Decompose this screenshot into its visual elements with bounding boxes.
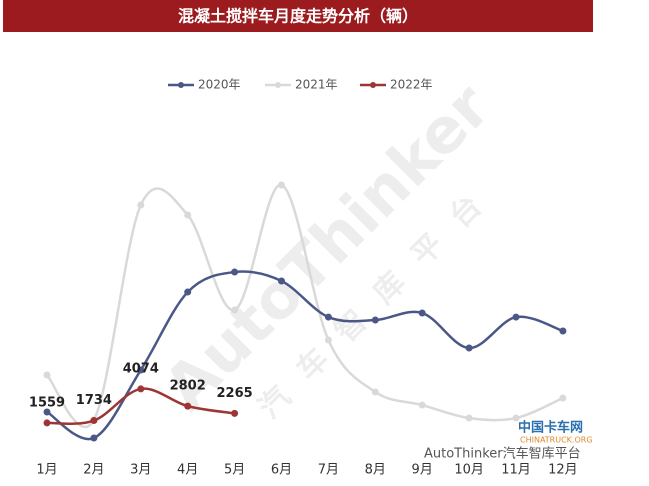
x-tick-label: 1月 [36, 463, 57, 478]
x-tick-label: 6月 [271, 463, 292, 478]
x-tick-label: 11月 [501, 463, 531, 478]
x-tick-label: 2月 [83, 463, 104, 478]
data-label: 2802 [170, 379, 206, 394]
data-point [418, 309, 426, 317]
legend-label: 2021年 [295, 78, 338, 92]
footer: AutoThinker汽车智库平台 [424, 446, 581, 462]
x-tick-label: 8月 [365, 463, 386, 478]
legend-dot [178, 82, 184, 88]
data-point [137, 385, 145, 393]
data-point [559, 394, 567, 402]
data-point [278, 181, 285, 189]
logo: 中国卡车网 [518, 420, 583, 436]
x-tick-label: 5月 [224, 463, 245, 478]
data-point [371, 316, 379, 324]
logo-sub: CHINATRUCK.ORG [520, 436, 593, 445]
data-point [231, 268, 239, 276]
data-point [324, 313, 332, 321]
data-point [43, 371, 51, 379]
chart-title: 混凝土搅拌车月度走势分析（辆） [178, 7, 418, 26]
legend-dot [370, 82, 376, 88]
data-point [231, 409, 239, 417]
data-point [278, 277, 285, 285]
data-point [324, 336, 332, 344]
legend-dot [275, 82, 281, 88]
data-label: 1559 [29, 395, 65, 410]
legend-label: 2022年 [390, 78, 433, 92]
data-point [512, 414, 520, 422]
data-label: 1734 [76, 393, 112, 408]
x-tick-label: 10月 [454, 463, 484, 478]
data-point [137, 201, 145, 209]
data-point [371, 388, 379, 396]
x-tick-label: 4月 [177, 463, 198, 478]
data-point [137, 366, 145, 374]
data-label: 4074 [123, 361, 159, 376]
data-point [231, 306, 239, 314]
x-tick-label: 12月 [548, 463, 578, 478]
data-point [184, 288, 192, 296]
data-point [184, 402, 192, 410]
data-point [465, 414, 473, 422]
title-bar [3, 0, 593, 32]
x-tick-label: 3月 [130, 463, 151, 478]
series-line [46, 183, 564, 429]
x-tick-label: 7月 [318, 463, 339, 478]
data-label: 2265 [217, 386, 253, 401]
data-point [184, 211, 192, 219]
series-line [46, 270, 564, 441]
data-point [90, 417, 98, 425]
data-point [512, 313, 520, 321]
legend-label: 2020年 [198, 78, 241, 92]
data-point [43, 419, 51, 427]
data-point [465, 344, 473, 352]
data-point [43, 408, 51, 416]
data-point [559, 327, 567, 335]
data-point [90, 434, 98, 442]
data-point [418, 401, 426, 409]
x-tick-label: 9月 [412, 463, 433, 478]
